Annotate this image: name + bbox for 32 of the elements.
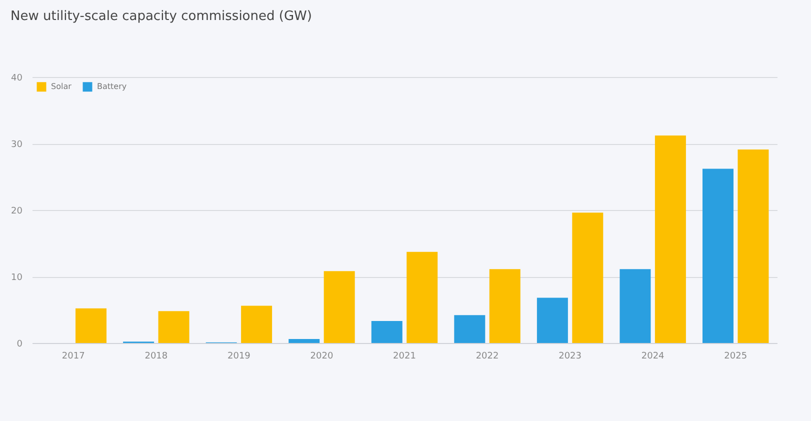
bar [288, 339, 320, 343]
bar [76, 308, 106, 343]
x-tick-label: 2017 [62, 352, 85, 362]
x-tick-label: 2019 [227, 352, 251, 362]
x-tick-label: 2021 [393, 352, 416, 362]
bar [572, 212, 604, 343]
bar [158, 311, 190, 343]
x-tick-label: 2024 [641, 352, 665, 362]
y-tick-label: 20 [11, 206, 23, 216]
bar [536, 298, 568, 343]
y-tick-label: 10 [11, 273, 23, 283]
bar [406, 252, 438, 343]
bar [489, 269, 520, 343]
bar [454, 315, 486, 343]
bar [738, 149, 769, 343]
bar [620, 269, 651, 343]
y-tick-label: 40 [11, 74, 23, 84]
x-tick-label: 2022 [476, 352, 499, 362]
x-tick-label: 2025 [724, 352, 748, 362]
x-tick-label: 2023 [558, 352, 582, 362]
bar [654, 136, 686, 343]
y-tick-label: 30 [11, 140, 23, 150]
legend-label: Solar [51, 82, 72, 91]
bar [241, 306, 272, 343]
bar [702, 168, 734, 343]
x-tick-label: 2018 [144, 352, 168, 362]
y-tick-label: 0 [16, 340, 23, 350]
bar [324, 271, 355, 343]
x-tick-label: 2020 [310, 352, 334, 362]
chart-title: New utility-scale capacity commissioned (GW) [10, 9, 312, 24]
legend-label: Battery [97, 82, 127, 91]
bar [371, 321, 402, 343]
